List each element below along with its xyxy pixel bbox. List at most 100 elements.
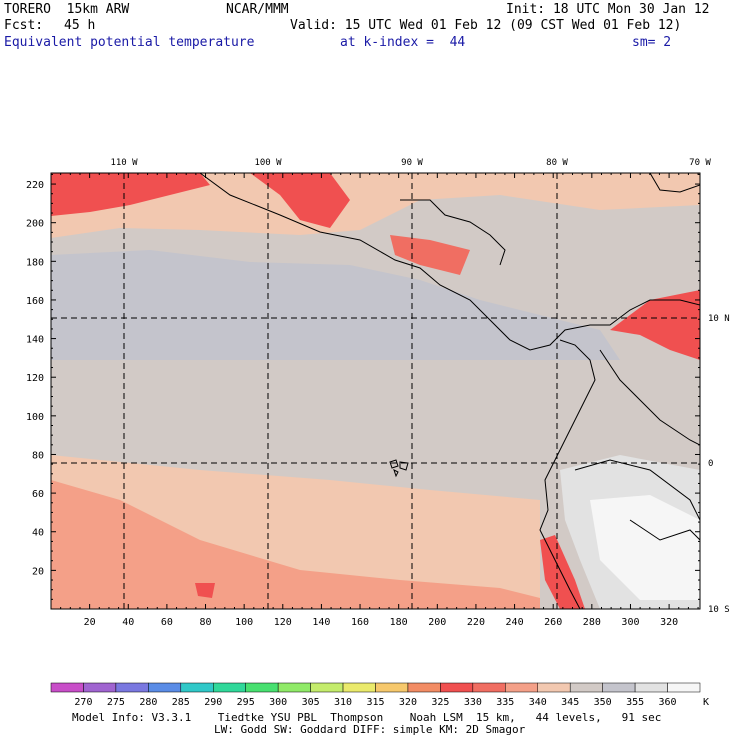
- border-3: [629, 519, 700, 541]
- colorbar-swatch: [50, 682, 84, 693]
- init-time: Init: 18 UTC Mon 30 Jan 12: [506, 2, 710, 17]
- lon-label-100w: 100 W: [254, 158, 282, 168]
- colorbar-swatch: [634, 682, 668, 693]
- colorbar-label: 350: [594, 697, 612, 708]
- x-tick-label: 180: [390, 617, 408, 628]
- colorbar-label: 330: [464, 697, 482, 708]
- colorbar-swatch: [407, 682, 441, 693]
- footer-physics: LW: Godd SW: Goddard DIFF: simple KM: 2D…: [214, 723, 526, 736]
- y-axis-labels: 220 200 180 160 140 120 100 80 60 40 20: [26, 180, 44, 577]
- x-axis-labels: 20 40 60 80 100 120 140 160 180 200 220 240 260 280 30…: [84, 617, 679, 628]
- colorbar-label: 315: [366, 697, 384, 708]
- colorbar-label: 325: [431, 697, 449, 708]
- lon-labels: 110 W 100 W 90 W 80 W 70 W: [110, 158, 711, 168]
- x-tick-label: 20: [84, 617, 96, 628]
- colorbar-swatch: [245, 682, 279, 693]
- spot-hot: [195, 583, 215, 598]
- lon-label-110w: 110 W: [110, 158, 138, 168]
- y-tick-label: 160: [26, 296, 44, 307]
- x-tick-label: 240: [506, 617, 524, 628]
- model-name: TORERO 15km ARW: [4, 2, 130, 17]
- level-index: at k-index = 44: [340, 35, 466, 50]
- field-name: Equivalent potential temperature: [4, 35, 255, 50]
- zone-andes-high: [590, 495, 700, 600]
- colorbar-label: 360: [659, 697, 677, 708]
- zone-hot-colombia: [610, 290, 700, 360]
- y-tick-label: 80: [32, 450, 44, 461]
- border-2: [574, 459, 700, 521]
- band-upper: [51, 173, 700, 238]
- colorbar-label: 355: [626, 697, 644, 708]
- band-southern-warm: [51, 480, 540, 609]
- x-tick-label: 80: [200, 617, 212, 628]
- lat-label-10n: 10 N: [708, 314, 730, 324]
- band-gray: [51, 250, 620, 360]
- colorbar-swatch: [83, 682, 117, 693]
- colorbar-swatch: [505, 682, 538, 693]
- south-america-coast: [539, 339, 596, 609]
- colorbar-label: 305: [302, 697, 320, 708]
- colorbar-unit: K: [703, 697, 709, 708]
- colorbar-label: 285: [172, 697, 190, 708]
- x-tick-label: 260: [544, 617, 562, 628]
- colorbar-label: 345: [561, 697, 579, 708]
- colorbar-swatch: [472, 682, 506, 693]
- border-1: [599, 349, 700, 446]
- colorbar-label: 300: [269, 697, 287, 708]
- colorbar-label: 310: [334, 697, 352, 708]
- x-tick-label: 220: [467, 617, 485, 628]
- forecast-hour: 45 h: [64, 18, 96, 33]
- colorbar-label: 320: [399, 697, 417, 708]
- colorbar-swatch: [342, 682, 376, 693]
- colorbar-label: 270: [74, 697, 92, 708]
- colorbar-label: 340: [529, 697, 547, 708]
- colorbar-swatch: [569, 682, 603, 693]
- colorbar-swatch: [180, 682, 214, 693]
- smoothing: sm= 2: [632, 35, 672, 50]
- y-tick-label: 180: [26, 257, 44, 268]
- forecast-label: Fcst:: [4, 18, 44, 33]
- y-tick-label: 120: [26, 373, 44, 384]
- zone-hot-guatemala: [390, 235, 470, 275]
- colorbar-swatch: [148, 682, 182, 693]
- colorbar-swatch: [115, 682, 149, 693]
- valid-time: Valid: 15 UTC Wed 01 Feb 12 (09 CST Wed …: [290, 18, 682, 33]
- coastlines: [199, 173, 700, 609]
- colorbar-swatch: [277, 682, 311, 693]
- colorbar-labels: 270 275 280 285 290 295 300 305 310 315 320 325 330 3…: [74, 697, 676, 708]
- colorbar-label: 275: [107, 697, 125, 708]
- central-america-coast: [199, 173, 700, 351]
- colorbar-label: 280: [139, 697, 157, 708]
- x-tick-label: 200: [428, 617, 446, 628]
- x-tick-label: 40: [122, 617, 134, 628]
- footer-model-info: Model Info: V3.3.1 Tiedtke YSU PBL Thomp…: [72, 711, 662, 724]
- lon-label-90w: 90 W: [401, 158, 423, 168]
- lat-labels: 10 N 0 10 S: [708, 314, 730, 615]
- y-tick-label: 20: [32, 566, 44, 577]
- x-tick-label: 300: [621, 617, 639, 628]
- colorbar-swatch: [602, 682, 636, 693]
- zone-hot-mexico: [250, 173, 350, 228]
- colorbar-swatch: [667, 682, 701, 693]
- y-tick-label: 100: [26, 412, 44, 423]
- colorbar-label: 295: [237, 697, 255, 708]
- y-tick-label: 40: [32, 528, 44, 539]
- organization: NCAR/MMM: [226, 2, 289, 17]
- x-tick-label: 120: [274, 617, 292, 628]
- map-frame: [50, 172, 701, 610]
- colorbar-swatch: [537, 682, 571, 693]
- gulf-coast: [400, 199, 506, 266]
- x-tick-label: 320: [660, 617, 678, 628]
- y-tick-label: 140: [26, 335, 44, 346]
- colorbar-swatch: [440, 682, 474, 693]
- x-tick-label: 100: [235, 617, 253, 628]
- axis-ticks: [51, 173, 700, 609]
- caribbean-coast: [649, 173, 700, 193]
- x-tick-label: 140: [312, 617, 330, 628]
- x-tick-label: 60: [161, 617, 173, 628]
- y-tick-label: 60: [32, 489, 44, 500]
- x-tick-label: 160: [351, 617, 369, 628]
- colorbar: [50, 682, 701, 693]
- graticule: [51, 173, 700, 609]
